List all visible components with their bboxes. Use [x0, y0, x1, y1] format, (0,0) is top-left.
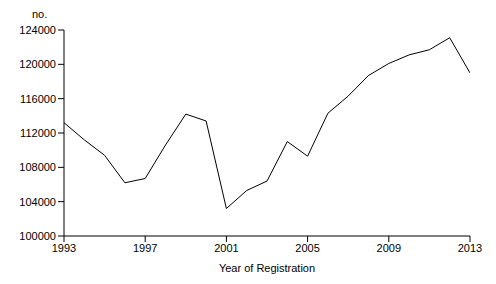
svg-text:2009: 2009 — [377, 242, 401, 254]
svg-text:Year of Registration: Year of Registration — [219, 262, 315, 274]
svg-text:112000: 112000 — [20, 127, 56, 139]
svg-text:1993: 1993 — [52, 242, 76, 254]
svg-text:120000: 120000 — [19, 58, 56, 70]
svg-text:100000: 100000 — [19, 230, 56, 242]
svg-text:124000: 124000 — [19, 24, 56, 36]
svg-text:108000: 108000 — [19, 161, 56, 173]
svg-text:116000: 116000 — [20, 93, 56, 105]
svg-text:2013: 2013 — [458, 242, 482, 254]
svg-text:2001: 2001 — [214, 242, 238, 254]
svg-text:104000: 104000 — [19, 196, 56, 208]
svg-text:1997: 1997 — [133, 242, 157, 254]
svg-text:2005: 2005 — [295, 242, 319, 254]
html-text:no.: no. — [32, 8, 48, 20]
